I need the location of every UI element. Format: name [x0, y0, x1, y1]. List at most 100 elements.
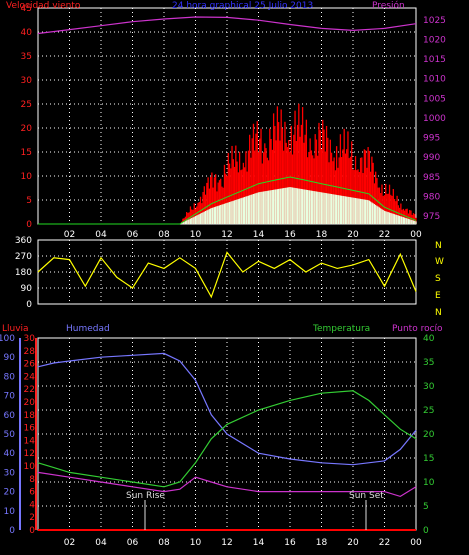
- direction-y-tick: 360: [15, 236, 32, 246]
- wind-y-tick: 15: [21, 148, 32, 158]
- humidity-y-tick: 0: [9, 526, 15, 536]
- direction-line: [37, 251, 417, 299]
- rain-y-tick: 28: [24, 347, 36, 357]
- humidity-y-tick: 70: [4, 392, 16, 402]
- temp-y-tick: 30: [423, 382, 435, 392]
- pressure-y-tick: 1015: [423, 55, 446, 65]
- pressure-y-tick: 975: [423, 212, 440, 222]
- rain-y-tick: 22: [24, 385, 35, 395]
- dewpoint-line: [37, 471, 417, 498]
- wind-avg-line: [38, 176, 417, 225]
- compass-e: E: [435, 291, 441, 301]
- bottom-x-tick: 22: [379, 538, 390, 548]
- rain-y-tick: 30: [24, 334, 36, 344]
- humidity-y-tick: 20: [4, 488, 16, 498]
- temperature-line: [37, 390, 417, 488]
- wind-y-tick: 20: [21, 124, 33, 134]
- bottom-x-tick: 06: [127, 538, 139, 548]
- wind-y-tick: 30: [21, 76, 33, 86]
- wind-y-tick: 25: [21, 100, 32, 110]
- wind-y-tick: 40: [21, 28, 33, 38]
- rain-y-tick: 16: [24, 424, 36, 434]
- bottom-x-tick: 08: [158, 538, 170, 548]
- bottom-x-tick: 16: [284, 538, 296, 548]
- rain-y-tick: 10: [24, 462, 36, 472]
- temp-y-tick: 0: [423, 526, 429, 536]
- temp-y-tick: 10: [423, 478, 435, 488]
- temp-y-tick: 20: [423, 430, 435, 440]
- compass-n-bottom: N: [435, 308, 442, 318]
- rain-y-tick: 4: [29, 500, 35, 510]
- pressure-y-tick: 995: [423, 134, 440, 144]
- bottom-x-tick: 02: [64, 538, 75, 548]
- bottom-x-tick: 20: [347, 538, 359, 548]
- bottom-x-tick: 14: [253, 538, 265, 548]
- wind-y-tick: 5: [26, 196, 32, 206]
- direction-y-tick: 270: [15, 252, 32, 262]
- wind-y-tick: 35: [21, 52, 32, 62]
- direction-y-tick: 180: [15, 268, 32, 278]
- pressure-y-tick: 980: [423, 193, 440, 203]
- chart-title: 24 hora graphical 25 Julio 2013: [172, 1, 313, 11]
- wind-y-tick: 10: [21, 172, 33, 182]
- pressure-y-tick: 1005: [423, 94, 446, 104]
- dewpoint-label: Punto rocío: [392, 324, 443, 334]
- compass-w: W: [435, 257, 444, 267]
- temp-y-tick: 35: [423, 358, 434, 368]
- sunset-label: Sun Set: [349, 491, 384, 501]
- bottom-x-tick: 18: [316, 538, 328, 548]
- data-marks: [19, 16, 417, 531]
- humidity-line: [37, 352, 417, 466]
- temp-y-tick: 25: [423, 406, 434, 416]
- humidity-y-tick: 40: [4, 449, 16, 459]
- pressure-y-tick: 1025: [423, 16, 446, 26]
- temp-y-tick: 5: [423, 502, 429, 512]
- temp-y-tick: 15: [423, 454, 434, 464]
- rain-y-tick: 18: [24, 411, 36, 421]
- rain-y-tick: 26: [24, 360, 36, 370]
- pressure-y-tick: 1020: [423, 35, 446, 45]
- bottom-x-tick: 10: [190, 538, 202, 548]
- humidity-y-tick: 90: [4, 353, 16, 363]
- wind-x-tick: 00: [410, 230, 422, 240]
- humidity-y-tick: 100: [0, 334, 15, 344]
- wind-x-tick: 18: [316, 230, 328, 240]
- wind-x-tick: 10: [190, 230, 202, 240]
- temp-y-tick: 40: [423, 334, 435, 344]
- wind-x-tick: 14: [253, 230, 265, 240]
- pressure-y-tick: 1010: [423, 75, 446, 85]
- humidity-y-tick: 60: [4, 411, 16, 421]
- bottom-x-tick: 12: [221, 538, 232, 548]
- wind-y-tick: 45: [21, 4, 32, 14]
- pressure-label: Presión: [372, 0, 405, 11]
- wind-speed-label: Velocidad viento: [6, 1, 81, 11]
- rain-y-tick: 14: [24, 436, 36, 446]
- pressure-line: [37, 16, 417, 35]
- direction-y-tick: 0: [26, 300, 32, 310]
- sunrise-label: Sun Rise: [126, 491, 165, 501]
- pressure-y-tick: 1000: [423, 114, 446, 124]
- pressure-y-tick: 985: [423, 173, 440, 183]
- wind-x-tick: 04: [95, 230, 107, 240]
- temperature-label: Temperatura: [312, 324, 370, 334]
- pressure-y-tick: 990: [423, 153, 440, 163]
- direction-y-tick: 90: [21, 284, 33, 294]
- tick-labels: 0510152025303540459759809859909951000100…: [0, 4, 446, 548]
- wind-x-tick: 02: [64, 230, 75, 240]
- bottom-x-tick: 04: [95, 538, 107, 548]
- compass-n-top: N: [435, 241, 442, 251]
- humidity-y-tick: 10: [4, 507, 16, 517]
- rain-y-tick: 0: [29, 526, 35, 536]
- rain-y-tick: 20: [24, 398, 36, 408]
- humidity-y-tick: 30: [4, 468, 16, 478]
- rain-label: Lluvia: [2, 324, 29, 334]
- bottom-x-tick: 00: [410, 538, 422, 548]
- compass-s: S: [435, 274, 441, 284]
- wind-x-tick: 12: [221, 230, 232, 240]
- wind-x-tick: 16: [284, 230, 296, 240]
- wind-x-tick: 22: [379, 230, 390, 240]
- wind-x-tick: 20: [347, 230, 359, 240]
- humidity-y-tick: 80: [4, 372, 16, 382]
- rain-y-tick: 24: [24, 372, 36, 382]
